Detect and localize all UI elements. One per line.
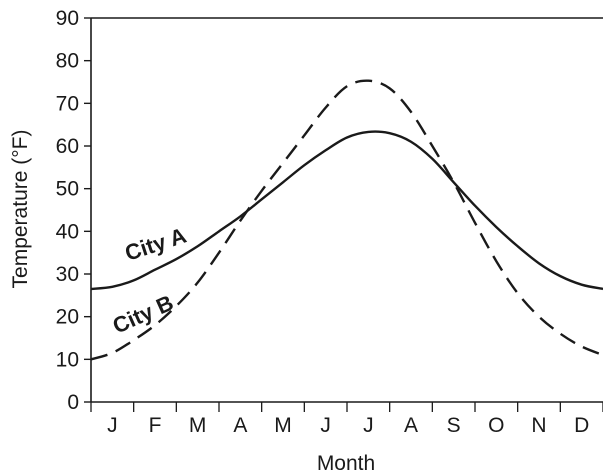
x-tick-label: A	[404, 414, 418, 437]
y-tick-label: 90	[56, 7, 79, 30]
series-lines	[90, 79, 603, 361]
x-tick-label: J	[320, 414, 331, 437]
series-line-city-b	[90, 79, 603, 361]
series-line-city-a	[90, 130, 603, 291]
y-tick-label: 10	[56, 348, 79, 371]
x-tick-label: J	[107, 414, 118, 437]
x-axis-title: Month	[317, 452, 375, 471]
x-tick-label: A	[233, 414, 247, 437]
y-axis-ticks: 0 10 20 30 40 50 60 70 80 90	[56, 7, 91, 414]
y-axis-title: Temperature (°F)	[9, 130, 32, 289]
x-tick-label: S	[447, 414, 461, 437]
x-tick-label: D	[574, 414, 589, 437]
x-tick-label: M	[189, 414, 207, 437]
x-tick-label: O	[488, 414, 504, 437]
y-tick-label: 50	[56, 178, 79, 201]
y-tick-label: 80	[56, 50, 79, 73]
y-tick-label: 70	[56, 92, 79, 115]
x-tick-label: F	[149, 414, 162, 437]
y-tick-label: 40	[56, 220, 79, 243]
y-tick-label: 30	[56, 263, 79, 286]
x-tick-label: M	[274, 414, 292, 437]
y-tick-label: 60	[56, 135, 79, 158]
y-tick-label: 20	[56, 306, 79, 329]
x-tick-label: J	[363, 414, 374, 437]
x-tick-label: N	[531, 414, 546, 437]
y-tick-label: 0	[67, 391, 79, 414]
